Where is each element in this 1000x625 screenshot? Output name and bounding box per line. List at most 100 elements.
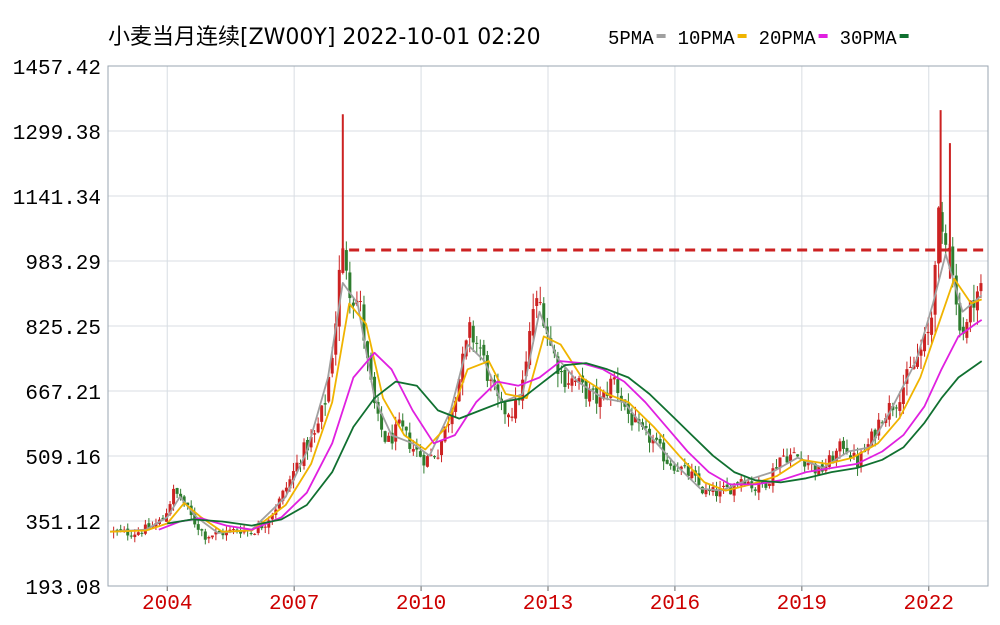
candle-body [852, 452, 856, 457]
candle-body [700, 486, 704, 494]
candle-body [676, 470, 680, 472]
candle-body [422, 454, 426, 466]
candle-body [302, 442, 306, 466]
candle-body [232, 529, 236, 531]
candle-body [838, 441, 842, 452]
candle-body [598, 397, 602, 407]
legend-label: 5PMA [608, 28, 654, 50]
x-tick-label: 2013 [523, 593, 573, 616]
candle-body [690, 471, 694, 479]
ma-line-30pma [167, 360, 983, 527]
candle-body [591, 388, 595, 390]
candle-body [937, 207, 941, 264]
candle-body [877, 419, 881, 436]
y-tick-label: 351.12 [25, 513, 101, 536]
candle-body [348, 272, 352, 299]
candle-body [496, 384, 500, 397]
candle-body [182, 496, 186, 504]
y-tick-label: 1457.42 [13, 58, 101, 81]
candle-body [397, 419, 401, 424]
candle-body [722, 485, 726, 487]
candle-body [168, 504, 172, 515]
candle-body [126, 528, 130, 536]
candle-body [507, 414, 511, 418]
candle-body [260, 525, 264, 529]
candle-body [588, 389, 592, 402]
candle-body [418, 451, 422, 457]
y-axis: 1457.42 1299.38 1141.34 983.29 825.25 667.21 5… [13, 58, 101, 601]
candle-body [440, 440, 444, 456]
candle-body [880, 422, 884, 424]
candle-body [284, 487, 288, 492]
candle-body [644, 426, 648, 428]
legend-label: 20PMA [759, 28, 817, 50]
candle-body [514, 398, 518, 419]
candle-body [559, 370, 563, 373]
legend-label: 30PMA [840, 28, 898, 50]
candle-body [203, 531, 207, 540]
candle-body [281, 490, 285, 501]
candle-body [432, 456, 436, 458]
candle-body [309, 437, 313, 448]
candle-body [859, 451, 863, 467]
candle-body [221, 532, 225, 536]
candle-body [894, 407, 898, 409]
candle-body [475, 342, 479, 344]
candle-body [905, 369, 909, 384]
candle-body [651, 439, 655, 444]
candle-body [665, 459, 669, 464]
candle-body [908, 366, 912, 368]
candle-body [940, 212, 944, 232]
candle-body [584, 380, 588, 399]
moving-average-lines [110, 253, 983, 534]
candle-body [196, 524, 200, 530]
candle-body [792, 452, 796, 454]
candle-body [535, 298, 539, 306]
candle-body [785, 456, 789, 463]
candle-body [394, 424, 398, 442]
legend: 5PMA 10PMA 20PMA 30PMA [608, 28, 909, 50]
candle-body [492, 379, 496, 385]
candle-body [944, 233, 948, 245]
candle-body [845, 447, 849, 453]
candle-body [697, 473, 701, 485]
candle-body [129, 535, 133, 537]
candle-body [471, 325, 475, 343]
candle-body [172, 488, 176, 505]
candle-body [743, 480, 747, 485]
candle-body [577, 378, 581, 383]
candle-body [154, 523, 158, 528]
candle-body [841, 440, 845, 449]
candle-body [380, 413, 384, 430]
candle-body [760, 481, 764, 484]
candle-body [249, 533, 253, 535]
candle-body [782, 455, 786, 457]
chart-title: 小麦当月连续[ZW00Y] 2022-10-01 02:20 [108, 25, 541, 50]
candle-body [239, 531, 243, 534]
candle-body [616, 379, 620, 394]
legend-swatch [656, 34, 666, 38]
candle-body [849, 455, 852, 459]
candle-body [813, 463, 817, 474]
candle-body [732, 483, 736, 496]
candle-body [404, 426, 408, 431]
candle-body [704, 489, 708, 495]
candle-body [454, 400, 458, 412]
candle-body [827, 455, 831, 467]
candle-body [334, 323, 338, 355]
candle-body [270, 514, 274, 520]
ma-line-5pma [110, 253, 983, 534]
candle-body [919, 349, 923, 356]
candle-body [630, 412, 634, 426]
candle-body [288, 479, 292, 489]
candle-body [556, 356, 560, 375]
candle-body [447, 423, 451, 426]
candle-body [210, 535, 214, 538]
candle-body [175, 487, 179, 494]
candle-body [968, 300, 972, 323]
y-tick-label: 983.29 [25, 253, 101, 276]
candle-body [753, 489, 757, 491]
candle-body [961, 326, 965, 334]
candle-body [408, 432, 412, 449]
candle-body [295, 462, 299, 472]
